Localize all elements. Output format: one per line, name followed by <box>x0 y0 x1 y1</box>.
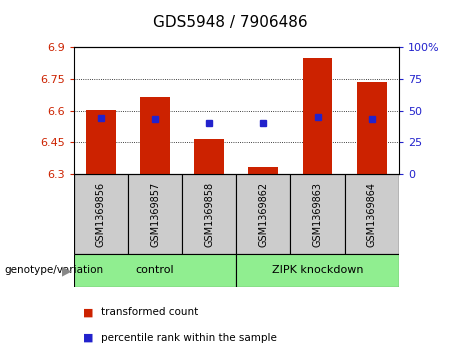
Bar <box>74 174 128 254</box>
Text: ▶: ▶ <box>62 264 71 277</box>
Text: transformed count: transformed count <box>101 307 199 317</box>
Bar <box>194 139 224 174</box>
Bar <box>236 254 399 287</box>
Text: ■: ■ <box>83 307 94 317</box>
Text: GSM1369863: GSM1369863 <box>313 182 323 247</box>
Text: GSM1369858: GSM1369858 <box>204 182 214 247</box>
Bar <box>248 167 278 174</box>
Text: percentile rank within the sample: percentile rank within the sample <box>101 333 278 343</box>
Bar <box>344 174 399 254</box>
Text: control: control <box>136 265 174 276</box>
Bar <box>140 97 170 174</box>
Bar <box>302 58 332 174</box>
Bar <box>182 174 236 254</box>
Text: ZIPK knockdown: ZIPK knockdown <box>272 265 363 276</box>
Text: GSM1369856: GSM1369856 <box>96 182 106 247</box>
Bar <box>128 174 182 254</box>
Bar <box>290 174 344 254</box>
Bar <box>357 82 387 174</box>
Bar <box>86 110 116 174</box>
Bar <box>74 254 236 287</box>
Text: genotype/variation: genotype/variation <box>5 265 104 276</box>
Text: GDS5948 / 7906486: GDS5948 / 7906486 <box>153 15 308 29</box>
Bar <box>236 174 290 254</box>
Text: ■: ■ <box>83 333 94 343</box>
Text: GSM1369864: GSM1369864 <box>366 182 377 247</box>
Text: GSM1369857: GSM1369857 <box>150 182 160 247</box>
Text: GSM1369862: GSM1369862 <box>258 182 268 247</box>
